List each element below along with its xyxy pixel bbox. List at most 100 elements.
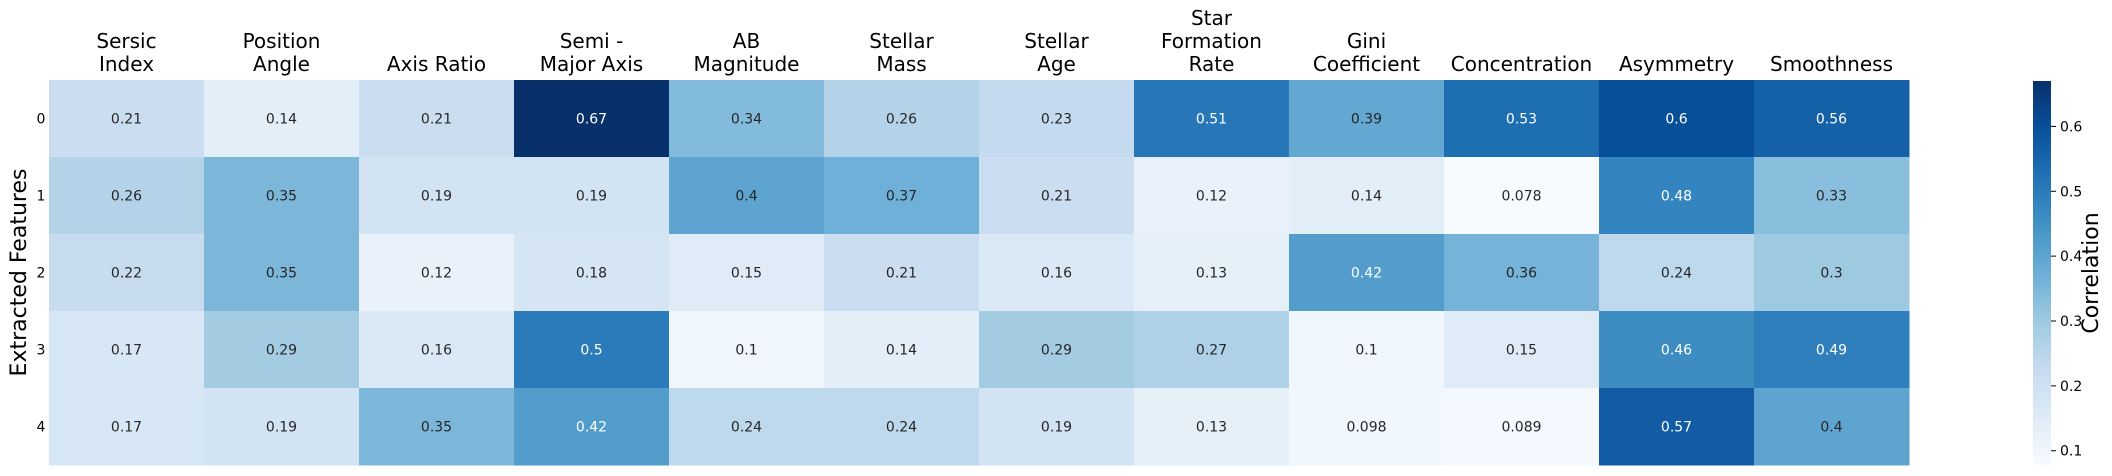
cell-value-label: 0.56 bbox=[1816, 112, 1847, 128]
heatmap-cell bbox=[824, 234, 980, 312]
heatmap-cell bbox=[49, 80, 205, 158]
cell-value-label: 0.6 bbox=[1665, 112, 1687, 128]
cell-value-label: 0.39 bbox=[1351, 112, 1382, 128]
heatmap-cell bbox=[204, 388, 360, 466]
cell-value-label: 0.42 bbox=[576, 420, 607, 436]
heatmap-cell bbox=[514, 234, 670, 312]
cell-value-label: 0.26 bbox=[111, 189, 142, 205]
colorbar-ticks: 0.1 0.2 0.3 0.4 0.5 0.6 bbox=[2051, 119, 2082, 460]
row-label: 3 bbox=[37, 343, 46, 359]
cell-value-label: 0.22 bbox=[111, 266, 142, 282]
cell-value-label: 0.27 bbox=[1196, 343, 1227, 359]
cell-value-label: 0.4 bbox=[735, 189, 757, 205]
heatmap-cell bbox=[1754, 311, 1910, 389]
column-label: Smoothness bbox=[1770, 52, 1893, 76]
heatmap-cell bbox=[669, 234, 825, 312]
cell-value-label: 0.13 bbox=[1196, 266, 1227, 282]
heatmap-cell bbox=[359, 234, 515, 312]
colorbar-tick-label: 0.6 bbox=[2060, 119, 2082, 135]
column-label: Axis Ratio bbox=[387, 52, 486, 76]
heatmap-cell bbox=[669, 388, 825, 466]
colorbar bbox=[2033, 81, 2051, 465]
cell-value-label: 0.42 bbox=[1351, 266, 1382, 282]
heatmap-cell bbox=[979, 311, 1135, 389]
cell-value-label: 0.3 bbox=[1820, 266, 1842, 282]
cell-value-label: 0.19 bbox=[576, 189, 607, 205]
heatmap-cell bbox=[1599, 234, 1755, 312]
heatmap-cell bbox=[359, 80, 515, 158]
cell-value-label: 0.19 bbox=[1041, 420, 1072, 436]
cell-value-label: 0.21 bbox=[1041, 189, 1072, 205]
cell-value-label: 0.53 bbox=[1506, 112, 1537, 128]
heatmap-cell bbox=[979, 80, 1135, 158]
heatmap-cell bbox=[1289, 311, 1445, 389]
cell-value-label: 0.49 bbox=[1816, 343, 1847, 359]
cell-value-label: 0.078 bbox=[1501, 189, 1541, 205]
cell-value-label: 0.1 bbox=[735, 343, 757, 359]
cell-value-label: 0.15 bbox=[731, 266, 762, 282]
heatmap-cell bbox=[1444, 311, 1600, 389]
cell-value-label: 0.1 bbox=[1355, 343, 1377, 359]
cell-value-label: 0.48 bbox=[1661, 189, 1692, 205]
heatmap-cell-labels: 0.21 0.14 0.21 0.67 0.34 0.26 0.23 0.51 0.39 0.53… bbox=[111, 112, 1847, 436]
cell-value-label: 0.29 bbox=[1041, 343, 1072, 359]
column-label: Gini Coefficient bbox=[1313, 29, 1420, 76]
heatmap-cell bbox=[514, 80, 670, 158]
heatmap-cell bbox=[1599, 311, 1755, 389]
heatmap-cell bbox=[49, 388, 205, 466]
row-label: 2 bbox=[37, 266, 46, 282]
heatmap-cell bbox=[1134, 157, 1290, 235]
heatmap-cell bbox=[1599, 157, 1755, 235]
cell-value-label: 0.14 bbox=[266, 112, 297, 128]
colorbar-tick-label: 0.4 bbox=[2060, 249, 2082, 265]
cell-value-label: 0.36 bbox=[1506, 266, 1537, 282]
cell-value-label: 0.67 bbox=[576, 112, 607, 128]
colorbar-tick-label: 0.5 bbox=[2060, 184, 2082, 200]
y-axis-title: Extracted Features bbox=[7, 169, 32, 377]
cell-value-label: 0.13 bbox=[1196, 420, 1227, 436]
cell-value-label: 0.33 bbox=[1816, 189, 1847, 205]
cell-value-label: 0.51 bbox=[1196, 112, 1227, 128]
colorbar-title: Correlation bbox=[2079, 212, 2104, 333]
heatmap-cell bbox=[1754, 80, 1910, 158]
column-label: Stellar Age bbox=[1024, 29, 1089, 76]
heatmap-cell bbox=[1289, 388, 1445, 466]
column-label: Concentration bbox=[1451, 52, 1592, 76]
heatmap-cell bbox=[1444, 388, 1600, 466]
heatmap-cells bbox=[49, 80, 1910, 466]
heatmap-cell bbox=[1134, 80, 1290, 158]
heatmap-cell bbox=[204, 311, 360, 389]
heatmap-cell bbox=[514, 388, 670, 466]
row-label: 0 bbox=[37, 112, 46, 128]
cell-value-label: 0.34 bbox=[731, 112, 762, 128]
heatmap-cell bbox=[49, 311, 205, 389]
cell-value-label: 0.14 bbox=[886, 343, 917, 359]
column-label: Star Formation Rate bbox=[1161, 6, 1262, 76]
cell-value-label: 0.19 bbox=[421, 189, 452, 205]
cell-value-label: 0.14 bbox=[1351, 189, 1382, 205]
heatmap-cell bbox=[1289, 80, 1445, 158]
cell-value-label: 0.098 bbox=[1346, 420, 1386, 436]
cell-value-label: 0.17 bbox=[111, 420, 142, 436]
cell-value-label: 0.17 bbox=[111, 343, 142, 359]
cell-value-label: 0.18 bbox=[576, 266, 607, 282]
cell-value-label: 0.26 bbox=[886, 112, 917, 128]
cell-value-label: 0.12 bbox=[421, 266, 452, 282]
heatmap-cell bbox=[1289, 157, 1445, 235]
cell-value-label: 0.21 bbox=[886, 266, 917, 282]
heatmap-cell bbox=[1599, 388, 1755, 466]
heatmap-cell bbox=[1444, 80, 1600, 158]
heatmap-cell bbox=[824, 311, 980, 389]
heatmap-cell bbox=[1289, 234, 1445, 312]
cell-value-label: 0.12 bbox=[1196, 189, 1227, 205]
cell-value-label: 0.46 bbox=[1661, 343, 1692, 359]
heatmap-cell bbox=[824, 157, 980, 235]
column-labels: Sersic Index Position Angle Axis Ratio Semi -… bbox=[96, 6, 1893, 76]
heatmap-cell bbox=[204, 234, 360, 312]
colorbar-tick-label: 0.1 bbox=[2060, 444, 2082, 460]
cell-value-label: 0.57 bbox=[1661, 420, 1692, 436]
heatmap-cell bbox=[824, 80, 980, 158]
row-label: 1 bbox=[37, 189, 46, 205]
cell-value-label: 0.16 bbox=[421, 343, 452, 359]
